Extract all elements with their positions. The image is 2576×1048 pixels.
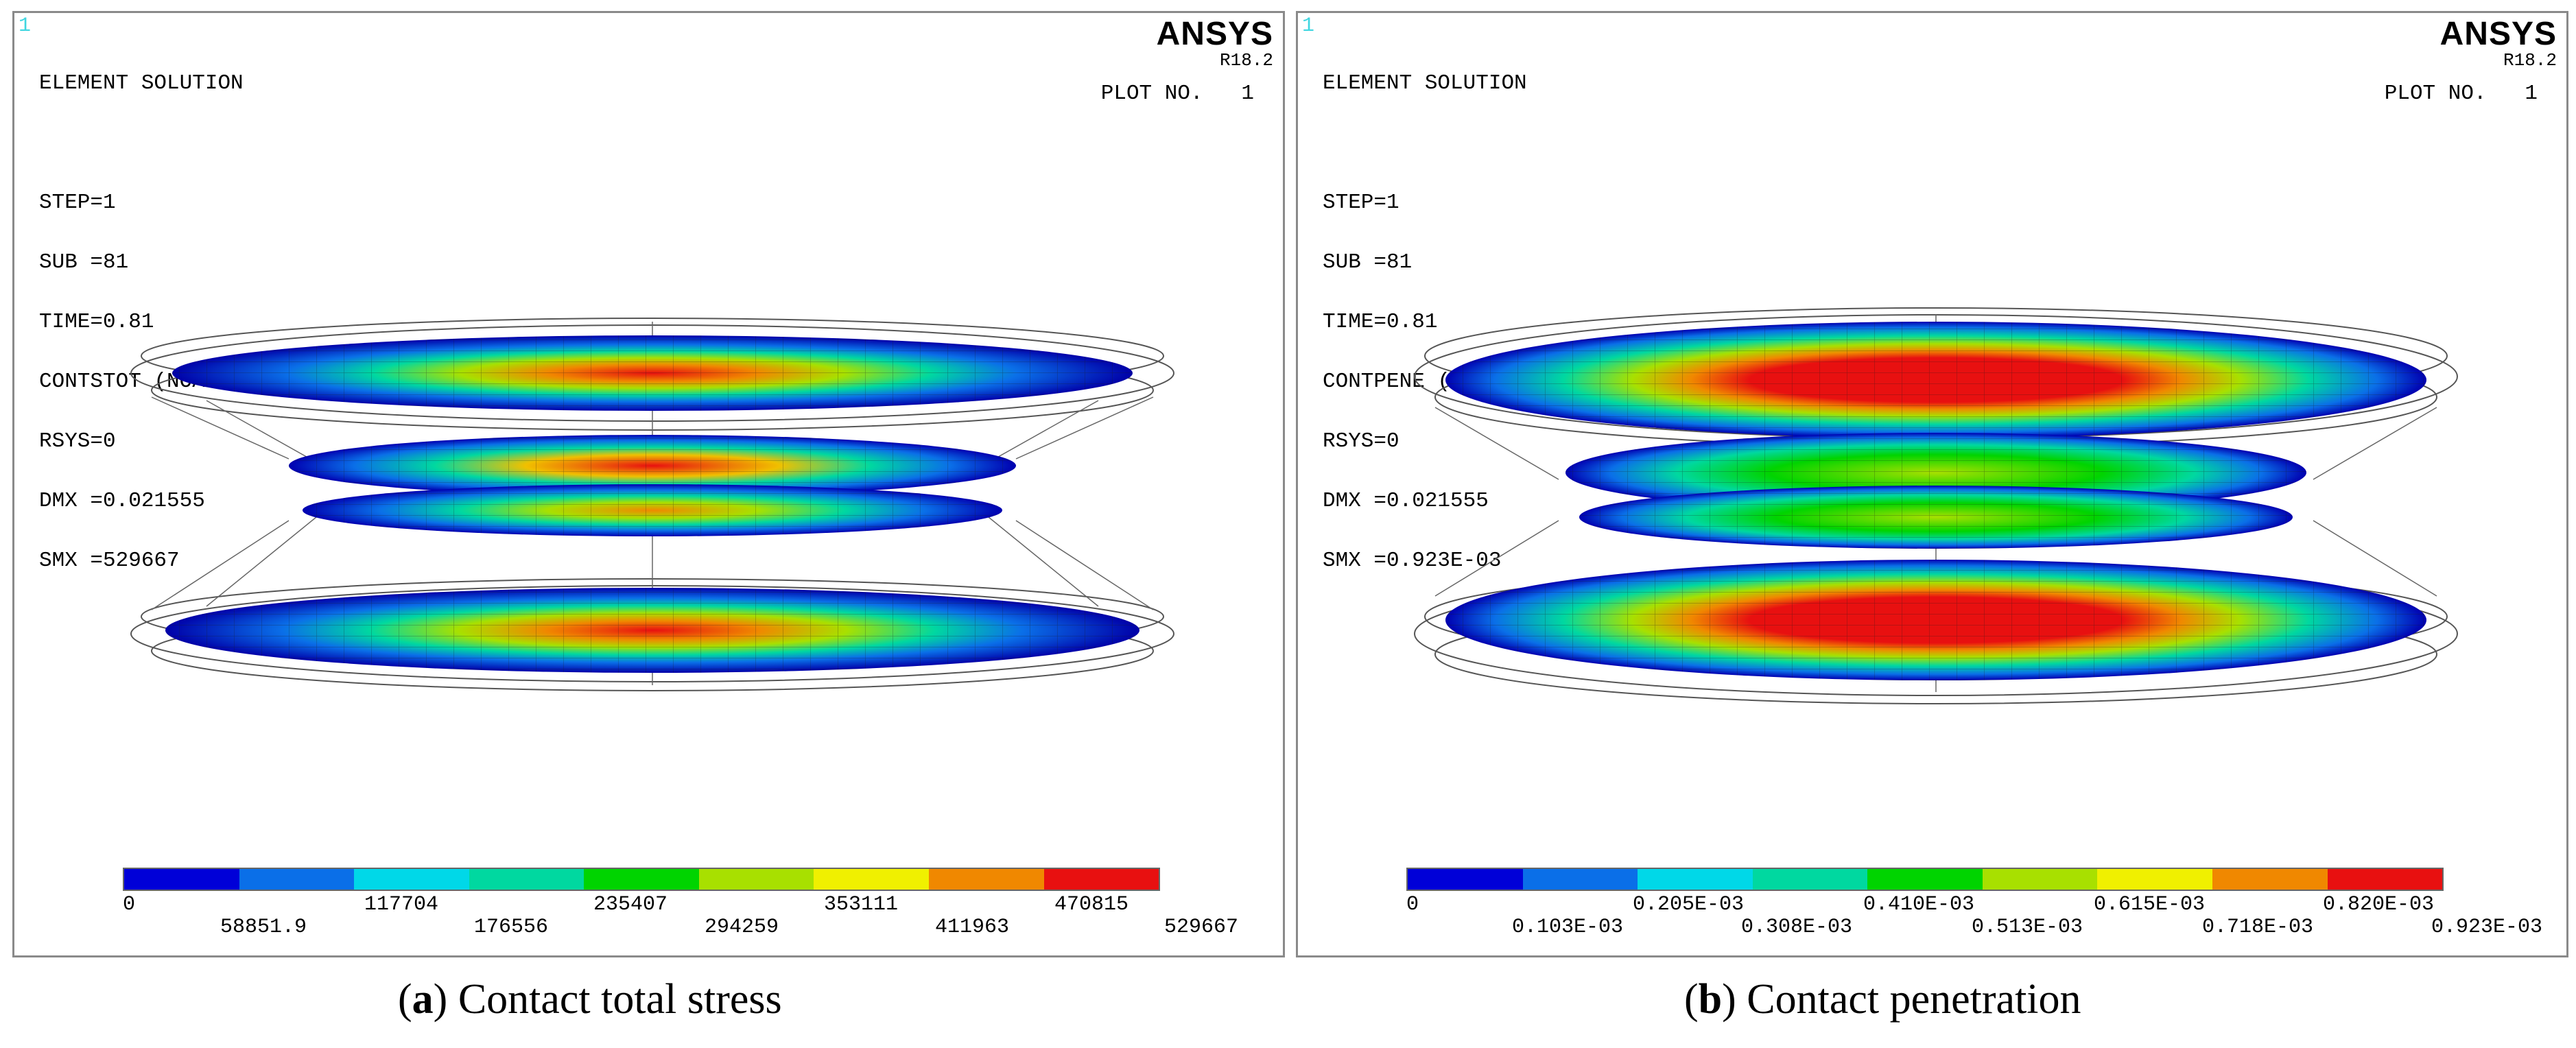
legend-swatch [1043, 869, 1159, 890]
contour-legend-bar [123, 868, 1160, 891]
step-value: STEP=1 [1323, 191, 1399, 215]
legend-swatch [1752, 869, 1868, 890]
legend-tick-label: 411963 [935, 916, 1010, 939]
legend-tick-label: 0.513E-03 [1972, 916, 2083, 939]
legend-tick-label: 0.820E-03 [2323, 893, 2435, 916]
plot-number: PLOT NO. 1 [2384, 82, 2538, 106]
legend-swatch [2212, 869, 2328, 890]
legend-swatch [1408, 869, 1523, 890]
ansys-logo: ANSYS R18.2 [2439, 16, 2557, 71]
legend-swatch [2327, 869, 2443, 890]
legend-tick-label: 294259 [705, 916, 779, 939]
legend-swatch [1982, 869, 2098, 890]
legend-swatch [124, 869, 239, 890]
legend-tick-label: 117704 [364, 893, 439, 916]
solution-title: ELEMENT SOLUTION [39, 71, 244, 95]
legend-tick-label: 0.410E-03 [1863, 893, 1975, 916]
legend-swatch [1522, 869, 1638, 890]
step-value: STEP=1 [39, 191, 116, 215]
legend-swatch [928, 869, 1044, 890]
plot-window-a: 1 ELEMENT SOLUTION STEP=1 SUB =81 TIME=0… [12, 11, 1285, 957]
caption-b: (b) Contact penetration [1684, 976, 2081, 1023]
legend-tick-label: 235407 [593, 893, 668, 916]
dmx-value: DMX =0.021555 [39, 489, 205, 513]
smx-value: SMX =529667 [39, 549, 180, 573]
time-value: TIME=0.81 [1323, 310, 1438, 334]
legend-tick-label: 176556 [474, 916, 549, 939]
legend-tick-label: 0.205E-03 [1633, 893, 1745, 916]
legend-tick-label: 0.308E-03 [1741, 916, 1853, 939]
time-value: TIME=0.81 [39, 310, 154, 334]
legend-swatch [698, 869, 814, 890]
legend-swatch [469, 869, 584, 890]
brand-name: ANSYS [2439, 16, 2557, 52]
plot-window-b: 1 ELEMENT SOLUTION STEP=1 SUB =81 TIME=0… [1296, 11, 2568, 957]
plot-number: PLOT NO. 1 [1100, 82, 1254, 106]
window-number: 1 [19, 14, 32, 38]
window-number: 1 [1302, 14, 1315, 38]
contact-model-view-a [130, 318, 1174, 691]
substep-value: SUB =81 [39, 250, 129, 274]
caption-text: Contact penetration [1747, 976, 2081, 1023]
legend-swatch [2097, 869, 2212, 890]
legend-tick-label: 470815 [1054, 893, 1129, 916]
legend-tick-label: 529667 [1164, 916, 1239, 939]
legend-swatch [1638, 869, 1753, 890]
legend-swatch [814, 869, 929, 890]
legend-tick-label: 0 [1406, 893, 1419, 916]
legend-tick-label: 0.718E-03 [2202, 916, 2314, 939]
rsys-value: RSYS=0 [1323, 429, 1399, 453]
ansys-logo: ANSYS R18.2 [1156, 16, 1273, 71]
dmx-value: DMX =0.021555 [1323, 489, 1489, 513]
solution-info-block: ELEMENT SOLUTION STEP=1 SUB =81 TIME=0.8… [1323, 34, 1527, 610]
legend-swatch [584, 869, 699, 890]
version-label: R18.2 [2503, 50, 2557, 71]
brand-name: ANSYS [1156, 16, 1273, 52]
legend-tick-label: 0 [123, 893, 136, 916]
substep-value: SUB =81 [1323, 250, 1413, 274]
caption-a: (a) Contact total stress [398, 976, 782, 1023]
solution-info-block: ELEMENT SOLUTION STEP=1 SUB =81 TIME=0.8… [39, 34, 244, 610]
smx-value: SMX =0.923E-03 [1323, 549, 1502, 573]
legend-swatch [1867, 869, 1983, 890]
legend-tick-label: 0.923E-03 [2431, 916, 2543, 939]
legend-tick-label: 58851.9 [220, 916, 307, 939]
caption-letter: b [1698, 976, 1723, 1023]
legend-swatch [239, 869, 355, 890]
legend-tick-label: 0.103E-03 [1512, 916, 1624, 939]
caption-text: Contact total stress [458, 976, 782, 1023]
legend-swatch [354, 869, 469, 890]
rsys-value: RSYS=0 [39, 429, 116, 453]
version-label: R18.2 [1219, 50, 1273, 71]
solution-title: ELEMENT SOLUTION [1323, 71, 1527, 95]
contour-legend-bar [1406, 868, 2444, 891]
legend-tick-label: 0.615E-03 [2094, 893, 2206, 916]
caption-letter: a [412, 976, 434, 1023]
legend-tick-label: 353111 [824, 893, 899, 916]
contact-model-view-b [1414, 307, 2458, 704]
